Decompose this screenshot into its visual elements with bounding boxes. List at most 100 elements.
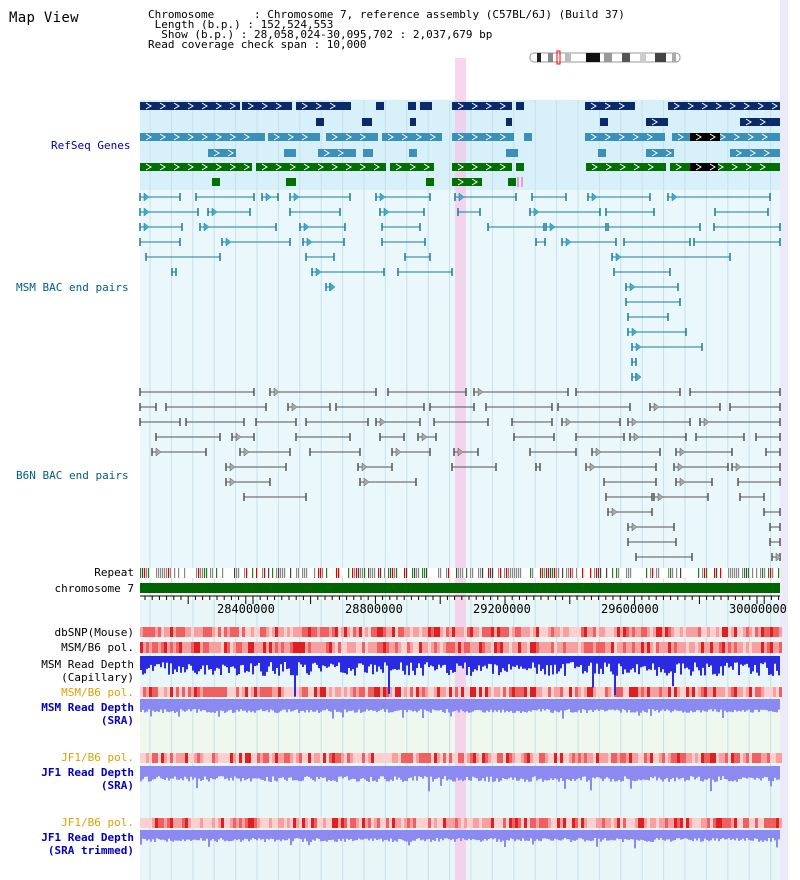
- depth-bar: [472, 830, 474, 839]
- depth-bar: [416, 656, 418, 669]
- depth-bar: [376, 766, 378, 782]
- gene-arrow: [243, 133, 250, 141]
- pol-cell: [530, 687, 533, 697]
- pol-cell: [584, 753, 587, 763]
- pol-cell: [323, 687, 326, 697]
- pol-cell: [716, 642, 719, 653]
- pol-cell: [233, 818, 236, 828]
- depth-bar: [278, 830, 280, 840]
- pol-cell: [167, 642, 170, 653]
- depth-bar: [624, 766, 626, 777]
- pol-cell: [380, 818, 383, 828]
- depth-bar: [762, 699, 764, 710]
- pol-cell: [236, 818, 239, 828]
- depth-bar: [282, 766, 284, 778]
- refseq-genes-track[interactable]: [140, 102, 780, 187]
- pol-cell: [143, 627, 146, 637]
- repeat-mark: [520, 568, 522, 578]
- gene-segment: [506, 118, 512, 126]
- pol-cell: [617, 627, 620, 637]
- depth-bar: [196, 830, 198, 841]
- depth-bar: [750, 766, 752, 778]
- depth-bar: [670, 830, 672, 842]
- depth-bar: [570, 656, 572, 663]
- pol-cell: [266, 753, 269, 763]
- depth-bar: [776, 766, 778, 780]
- pol-cell: [416, 753, 419, 763]
- repeat-mark: [304, 568, 306, 578]
- pol-cell: [290, 627, 293, 637]
- depth-bar: [544, 766, 546, 781]
- depth-bar: [538, 699, 540, 710]
- pol-cell: [305, 753, 308, 763]
- depth-bar: [280, 656, 282, 665]
- gene-segment: [408, 102, 416, 110]
- gene-arrow: [323, 149, 330, 157]
- pol-cell: [776, 687, 779, 697]
- pol-cell: [215, 627, 218, 637]
- gene-arrow: [745, 163, 752, 171]
- depth-bar: [158, 766, 160, 777]
- depth-bar: [612, 699, 614, 710]
- pol-cell: [554, 627, 557, 637]
- depth-bar: [576, 699, 578, 713]
- depth-bar: [376, 699, 378, 713]
- pol-cell: [716, 687, 719, 697]
- pol-cell: [173, 818, 176, 828]
- depth-bar: [178, 766, 180, 780]
- pol-cell: [590, 753, 593, 763]
- depth-bar: [318, 830, 320, 839]
- depth-bar: [228, 766, 230, 781]
- pol-cell: [368, 753, 371, 763]
- depth-bar: [566, 830, 568, 840]
- depth-bar: [356, 830, 358, 840]
- depth-bar: [180, 699, 182, 710]
- depth-bar: [448, 766, 450, 780]
- depth-bar: [480, 830, 482, 842]
- depth-bar: [762, 656, 764, 665]
- pol-cell: [686, 627, 689, 637]
- pol-cell: [608, 753, 611, 763]
- pol-cell: [629, 642, 632, 653]
- pol-cell: [425, 753, 428, 763]
- depth-bar: [142, 766, 144, 780]
- depth-bar: [662, 656, 664, 670]
- depth-bar: [268, 656, 270, 667]
- pol-cell: [146, 642, 149, 653]
- depth-bar: [232, 766, 234, 781]
- pol-cell: [278, 687, 281, 697]
- depth-bar: [592, 830, 594, 841]
- pol-cell: [530, 753, 533, 763]
- depth-bar: [524, 830, 526, 841]
- depth-bar: [156, 699, 158, 712]
- msm-bac-track[interactable]: [139, 192, 781, 382]
- pol-cell: [665, 753, 668, 763]
- depth-bar: [520, 699, 522, 713]
- ideogram-band: [537, 53, 541, 62]
- depth-bar: [168, 699, 170, 713]
- pol-cell: [527, 818, 530, 828]
- pol-cell: [167, 753, 170, 763]
- depth-bar: [370, 656, 372, 665]
- pol-cell: [422, 818, 425, 828]
- pol-cell: [590, 818, 593, 828]
- pol-cell: [446, 687, 449, 697]
- chromosome-ideogram[interactable]: [529, 50, 681, 65]
- depth-bar: [478, 656, 480, 666]
- depth-bar: [552, 656, 554, 675]
- pol-cell: [485, 753, 488, 763]
- depth-bar: [638, 830, 640, 841]
- b6n-bac-track[interactable]: [139, 387, 782, 562]
- pol-cell: [440, 687, 443, 697]
- pol-cell: [542, 627, 545, 637]
- depth-bar: [700, 766, 702, 781]
- depth-bar: [338, 656, 340, 663]
- depth-bar: [752, 699, 754, 713]
- pol-cell: [467, 753, 470, 763]
- depth-bar: [730, 656, 732, 667]
- pol-cell: [410, 627, 413, 637]
- pol-cell: [185, 818, 188, 828]
- pol-cell: [596, 818, 599, 828]
- depth-bar: [408, 656, 410, 676]
